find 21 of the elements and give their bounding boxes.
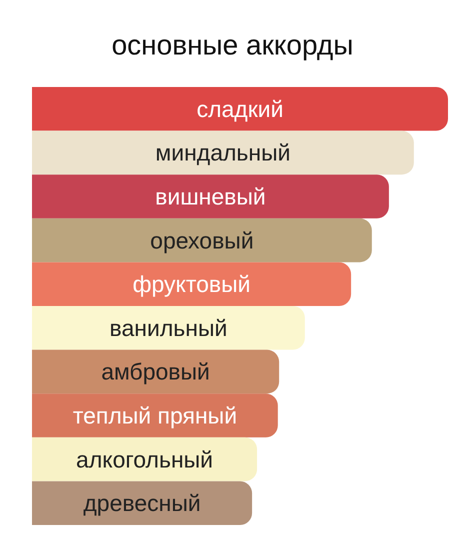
bar	[32, 218, 372, 262]
y-tick-label: ванильный	[110, 314, 228, 341]
bar	[32, 174, 389, 218]
y-tick-label: древесный	[83, 490, 201, 516]
y-tick-label: алкогольный	[76, 446, 214, 472]
y-tick-label: вишневый	[155, 184, 266, 210]
y-tick-label: теплый пряный	[72, 402, 238, 428]
bar	[32, 306, 305, 350]
bar	[32, 437, 258, 482]
chart-title: основные аккорды	[112, 30, 354, 60]
bar	[32, 130, 414, 175]
bar	[32, 394, 278, 438]
y-tick-label: амбровый	[101, 358, 210, 385]
y-tick-label: фруктовый	[132, 271, 251, 298]
y-tick-label: сладкий	[196, 96, 284, 122]
y-tick-label: ореховый	[150, 227, 254, 254]
bar	[32, 481, 252, 525]
bar	[32, 87, 448, 131]
bar	[32, 262, 352, 306]
y-tick-label: миндальный	[155, 140, 290, 166]
bar	[32, 350, 280, 394]
